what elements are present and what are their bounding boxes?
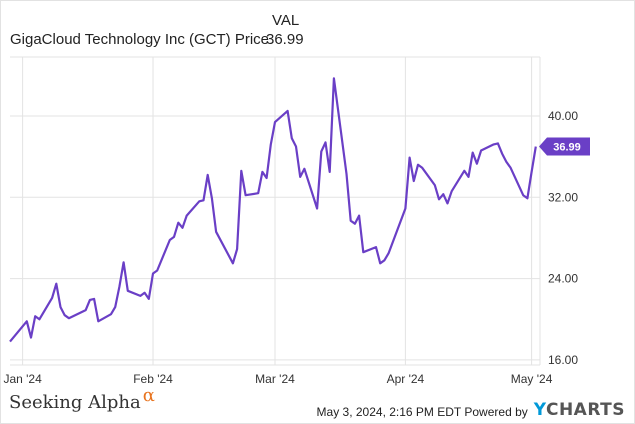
alpha-symbol-icon: α [142, 385, 155, 406]
series-line [9, 77, 537, 343]
y-axis: 16.00 24.00 32.00 40.00 [548, 109, 578, 367]
x-tick-label: Apr '24 [387, 372, 425, 386]
x-tick-label: Feb '24 [133, 372, 173, 386]
seeking-alpha-wordmark: Seeking Alpha [9, 392, 141, 413]
last-value-tag [539, 137, 590, 156]
x-tick-label: May '24 [511, 372, 553, 386]
last-value-marker: 36.99 [539, 137, 590, 156]
ycharts-y-letter: Y [533, 400, 546, 420]
x-tick-label: Jan '24 [3, 372, 42, 386]
y-tick-label: 24.00 [548, 272, 578, 286]
timestamp-powered-by: May 3, 2024, 2:16 PM EDT Powered by [316, 405, 528, 419]
column-header-val: VAL [272, 12, 300, 29]
ycharts-logo: YCHARTS [534, 400, 625, 420]
series-name: GigaCloud Technology Inc (GCT) Price [10, 31, 269, 48]
grid [10, 56, 541, 366]
y-tick-label: 16.00 [548, 353, 578, 367]
seeking-alpha-logo: Seeking Alpha α [9, 385, 155, 413]
series-line-layer [9, 77, 537, 343]
y-tick-label: 32.00 [548, 190, 578, 204]
ycharts-wordmark: CHARTS [545, 400, 625, 420]
last-value-label: 36.99 [553, 142, 581, 154]
y-tick-label: 40.00 [548, 109, 578, 123]
series-value: 36.99 [266, 31, 304, 48]
footer: May 3, 2024, 2:16 PM EDT Powered by YCHA… [316, 400, 625, 422]
x-tick-label: Mar '24 [255, 372, 295, 386]
x-axis: Jan '24 Feb '24 Mar '24 Apr '24 May '24 [3, 372, 552, 386]
